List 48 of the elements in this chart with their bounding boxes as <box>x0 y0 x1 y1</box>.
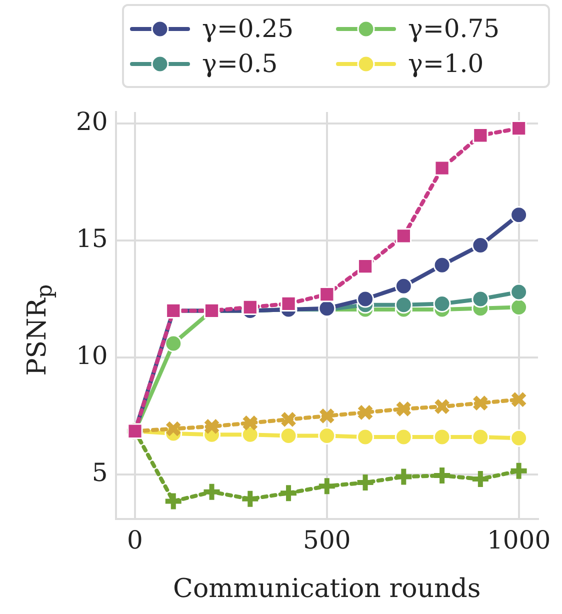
point <box>510 391 527 408</box>
point <box>396 400 412 418</box>
point <box>280 296 296 312</box>
point <box>510 283 528 301</box>
point <box>242 414 258 432</box>
point <box>433 428 451 446</box>
point <box>318 408 336 424</box>
point <box>280 427 298 445</box>
y-tick-label: 5 <box>92 458 108 487</box>
point <box>394 296 412 314</box>
point <box>433 294 451 312</box>
point <box>434 160 450 176</box>
y-tick-label: 15 <box>76 224 108 254</box>
point <box>357 404 374 421</box>
point <box>472 236 490 254</box>
point <box>356 428 374 446</box>
x-tick-label: 1000 <box>486 525 551 554</box>
point <box>510 429 528 447</box>
point <box>280 411 297 428</box>
point <box>472 128 488 144</box>
point <box>357 258 374 274</box>
point <box>472 428 490 446</box>
point <box>242 299 258 316</box>
point <box>165 420 182 437</box>
point <box>394 277 412 295</box>
point <box>434 398 450 415</box>
legend-label: γ=0.5 <box>202 49 278 78</box>
point <box>433 256 451 274</box>
point <box>164 334 182 352</box>
point <box>510 206 528 224</box>
x-tick-label: 0 <box>127 525 143 554</box>
point <box>394 428 412 446</box>
point <box>472 290 490 308</box>
point <box>319 286 335 302</box>
point <box>396 228 412 244</box>
point <box>510 120 527 136</box>
point <box>472 394 489 412</box>
y-tick-label: 20 <box>76 107 108 136</box>
x-axis-title: Communication rounds <box>173 574 481 604</box>
point <box>204 418 220 435</box>
legend-label: γ=0.75 <box>408 14 500 43</box>
point <box>241 426 259 444</box>
legend-label: γ=0.25 <box>202 14 294 43</box>
x-tick-label: 500 <box>303 525 351 554</box>
point <box>356 290 374 308</box>
y-tick-label: 10 <box>76 340 108 370</box>
point <box>318 427 336 445</box>
legend-label: γ=1.0 <box>408 49 484 78</box>
